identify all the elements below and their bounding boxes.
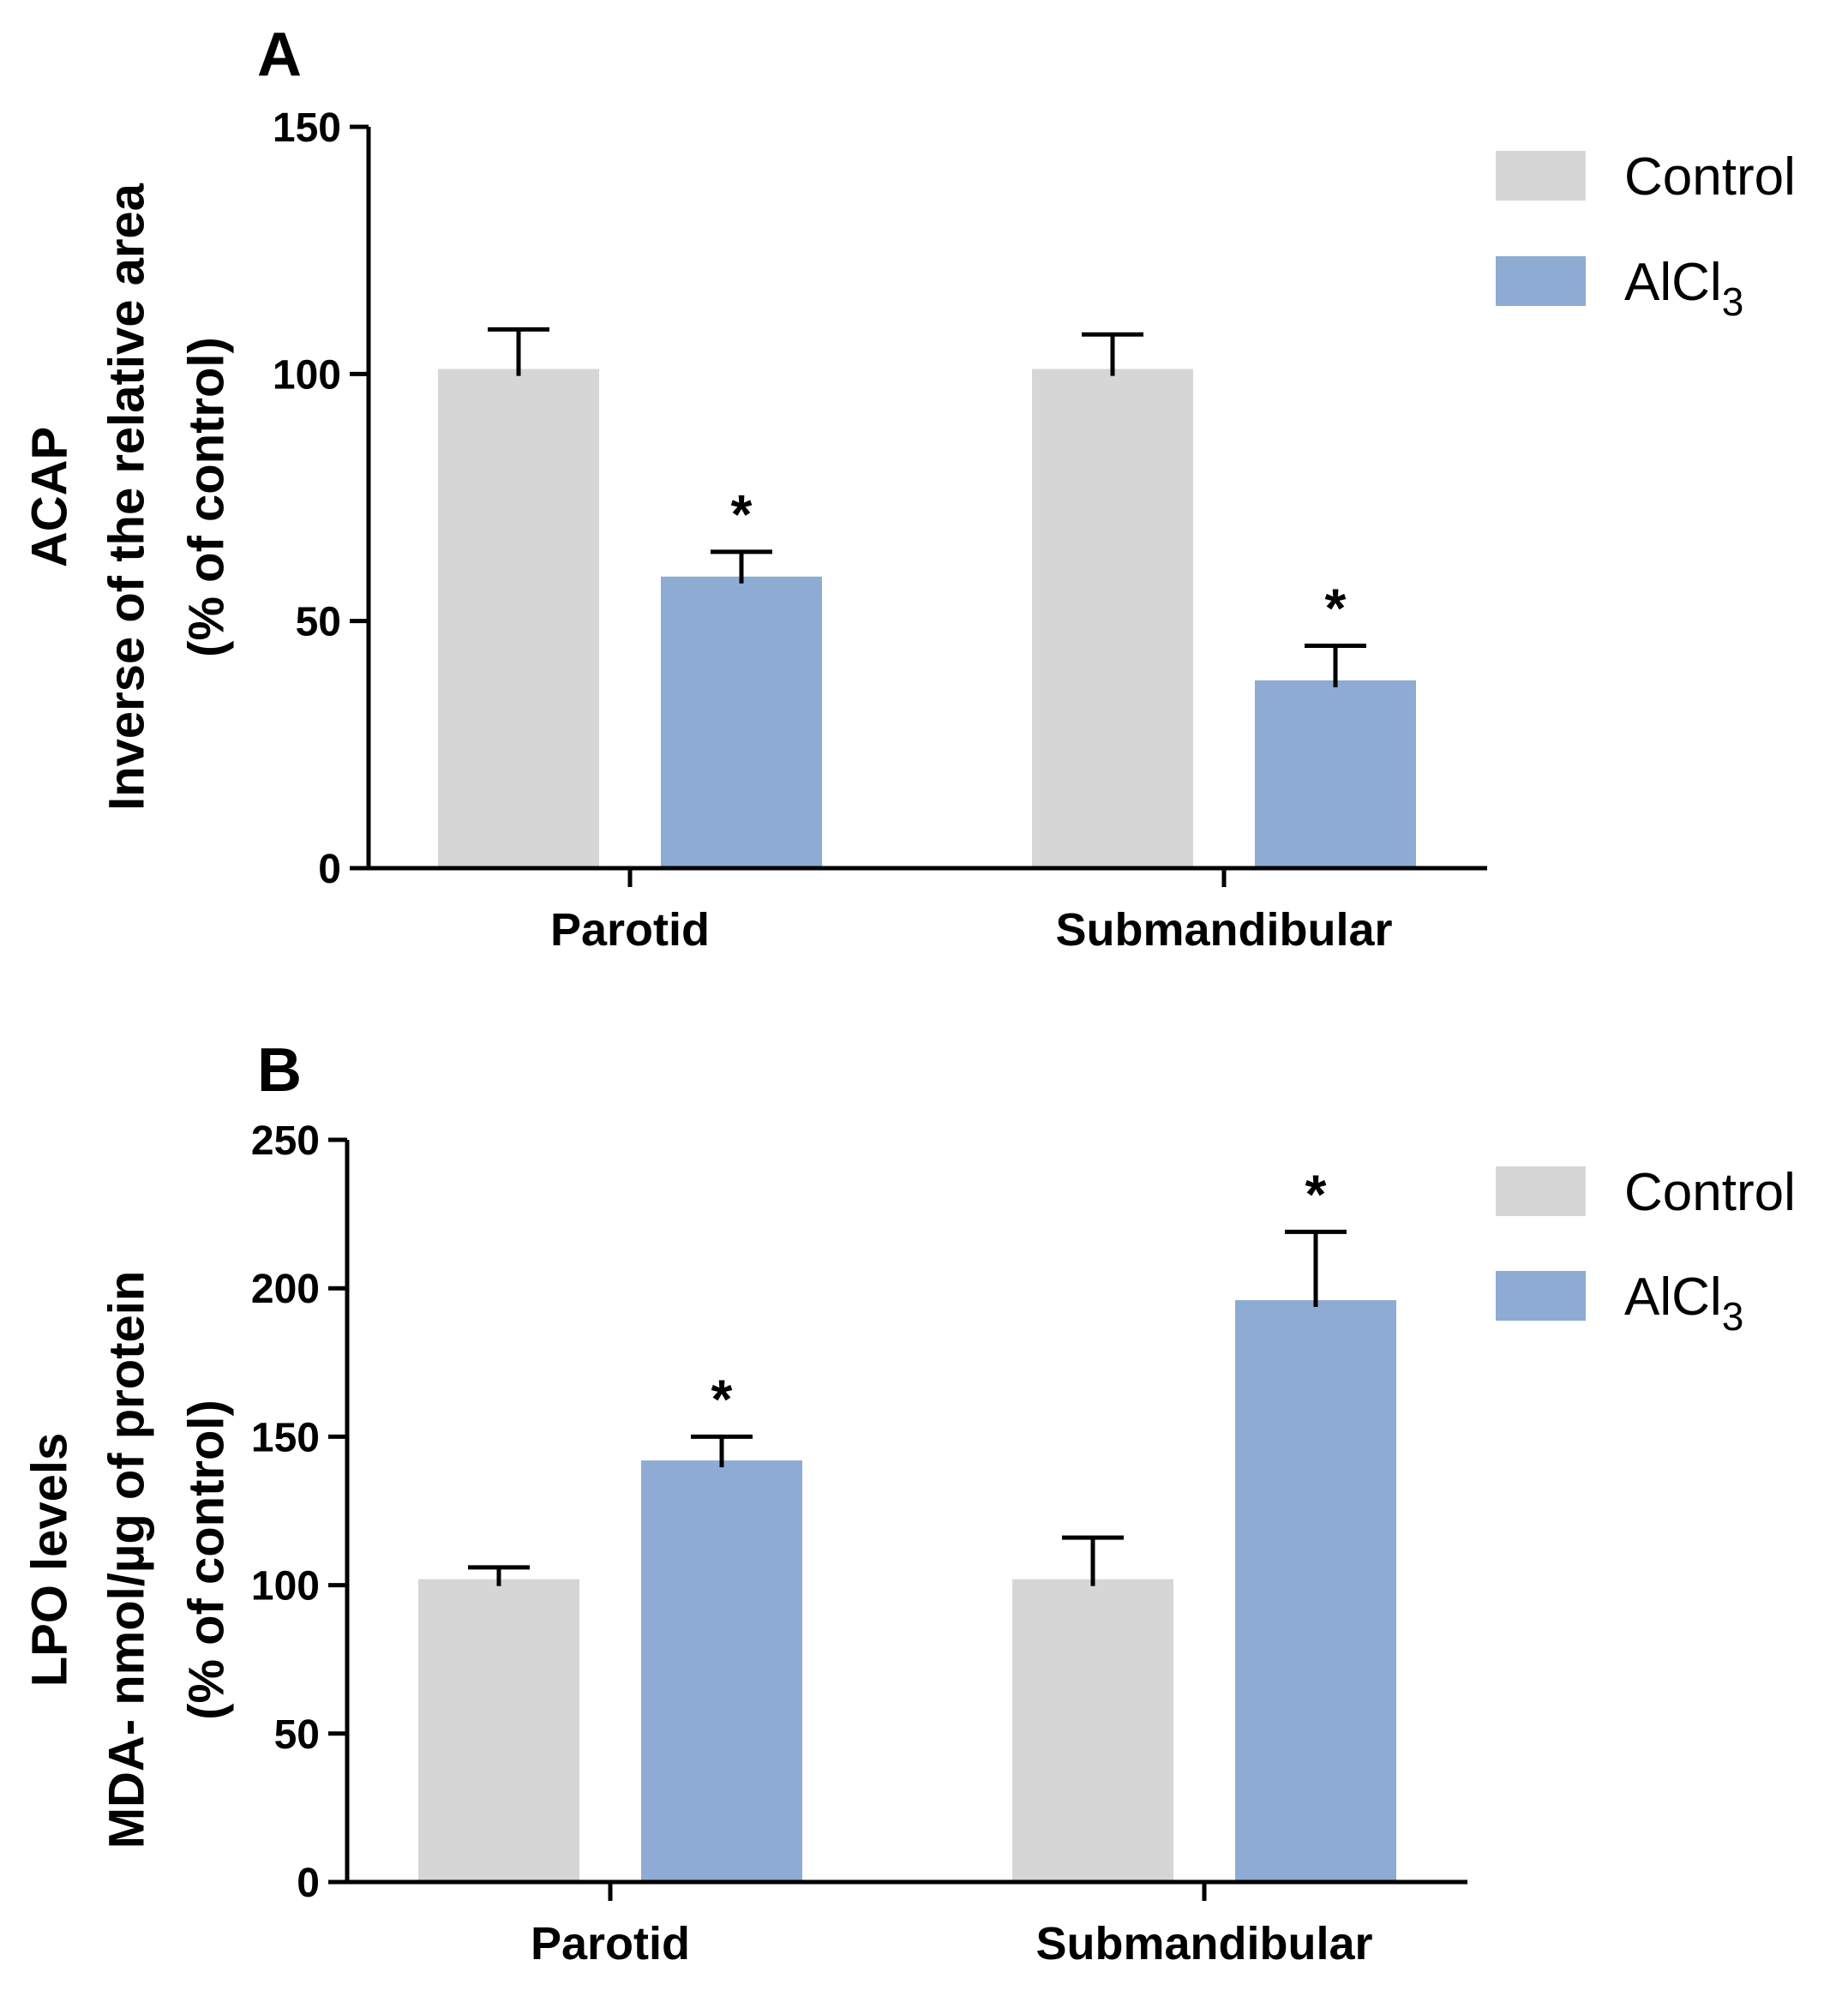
x-category-label: Submandibular: [1035, 1918, 1372, 1969]
bar-alcl-parotid: [641, 1460, 802, 1882]
y-tick-label: 50: [296, 600, 341, 645]
x-category-label: Parotid: [550, 904, 710, 956]
legend-label-subscript: 3: [1722, 279, 1744, 324]
panel-b: B * * 0 50 100 150 200 250 Parotid Submandibular LP…: [21, 1036, 1796, 1969]
legend-label-text: AlCl: [1624, 253, 1722, 312]
legend: Control AlCl3: [1496, 1163, 1796, 1339]
bar-control-parotid: [418, 1579, 579, 1882]
y-axis-label-line: (% of control): [178, 337, 234, 657]
bar-control-parotid: [438, 369, 599, 869]
y-axis-label-line: ACAP: [21, 427, 77, 567]
significance-star: *: [731, 483, 753, 545]
legend-swatch-alcl: [1496, 1271, 1586, 1321]
y-tick-label: 100: [273, 352, 341, 398]
y-tick-label: 250: [251, 1118, 320, 1164]
legend-label-text: Control: [1624, 1163, 1796, 1222]
y-axis-label-line: LPO levels: [21, 1433, 77, 1687]
y-tick-label: 0: [318, 847, 341, 892]
legend-label: AlCl3: [1624, 253, 1743, 324]
y-axis-label-line: MDA- nmol/µg of protein: [99, 1271, 154, 1849]
y-tick-label: 0: [297, 1861, 320, 1906]
y-axis-label-line: Inverse of the relative area: [99, 183, 154, 811]
legend-swatch-alcl: [1496, 256, 1586, 306]
legend-label-text: AlCl: [1624, 1268, 1722, 1327]
legend: Control AlCl3: [1496, 147, 1796, 324]
x-category-label: Submandibular: [1055, 904, 1392, 956]
bar-alcl-parotid: [661, 576, 822, 868]
y-axis-label-line: (% of control): [178, 1400, 234, 1720]
y-tick-label: 200: [251, 1267, 320, 1312]
legend-label: Control: [1624, 1163, 1796, 1222]
x-category-label: Parotid: [531, 1918, 690, 1969]
significance-star: *: [711, 1368, 733, 1430]
bar-alcl-submandibular: [1255, 680, 1416, 868]
y-tick-label: 100: [251, 1564, 320, 1609]
y-tick-label: 150: [251, 1415, 320, 1460]
panel-letter: A: [257, 21, 302, 89]
legend-swatch-control: [1496, 1166, 1586, 1216]
significance-star: *: [1325, 578, 1347, 639]
y-tick-label: 150: [273, 105, 341, 151]
bar-control-submandibular: [1012, 1579, 1173, 1882]
legend-label-text: Control: [1624, 147, 1796, 207]
legend-label: Control: [1624, 147, 1796, 207]
bar-alcl-submandibular: [1235, 1300, 1396, 1882]
legend-swatch-control: [1496, 151, 1586, 201]
legend-label: AlCl3: [1624, 1268, 1743, 1339]
significance-star: *: [1305, 1163, 1327, 1225]
panel-a: A * * 0 50 100 150 Parotid Submandibular ACAP Inve…: [21, 21, 1796, 956]
legend-label-subscript: 3: [1722, 1294, 1744, 1339]
panel-letter: B: [257, 1036, 302, 1105]
bar-control-submandibular: [1032, 369, 1193, 869]
y-tick-label: 50: [274, 1712, 320, 1758]
